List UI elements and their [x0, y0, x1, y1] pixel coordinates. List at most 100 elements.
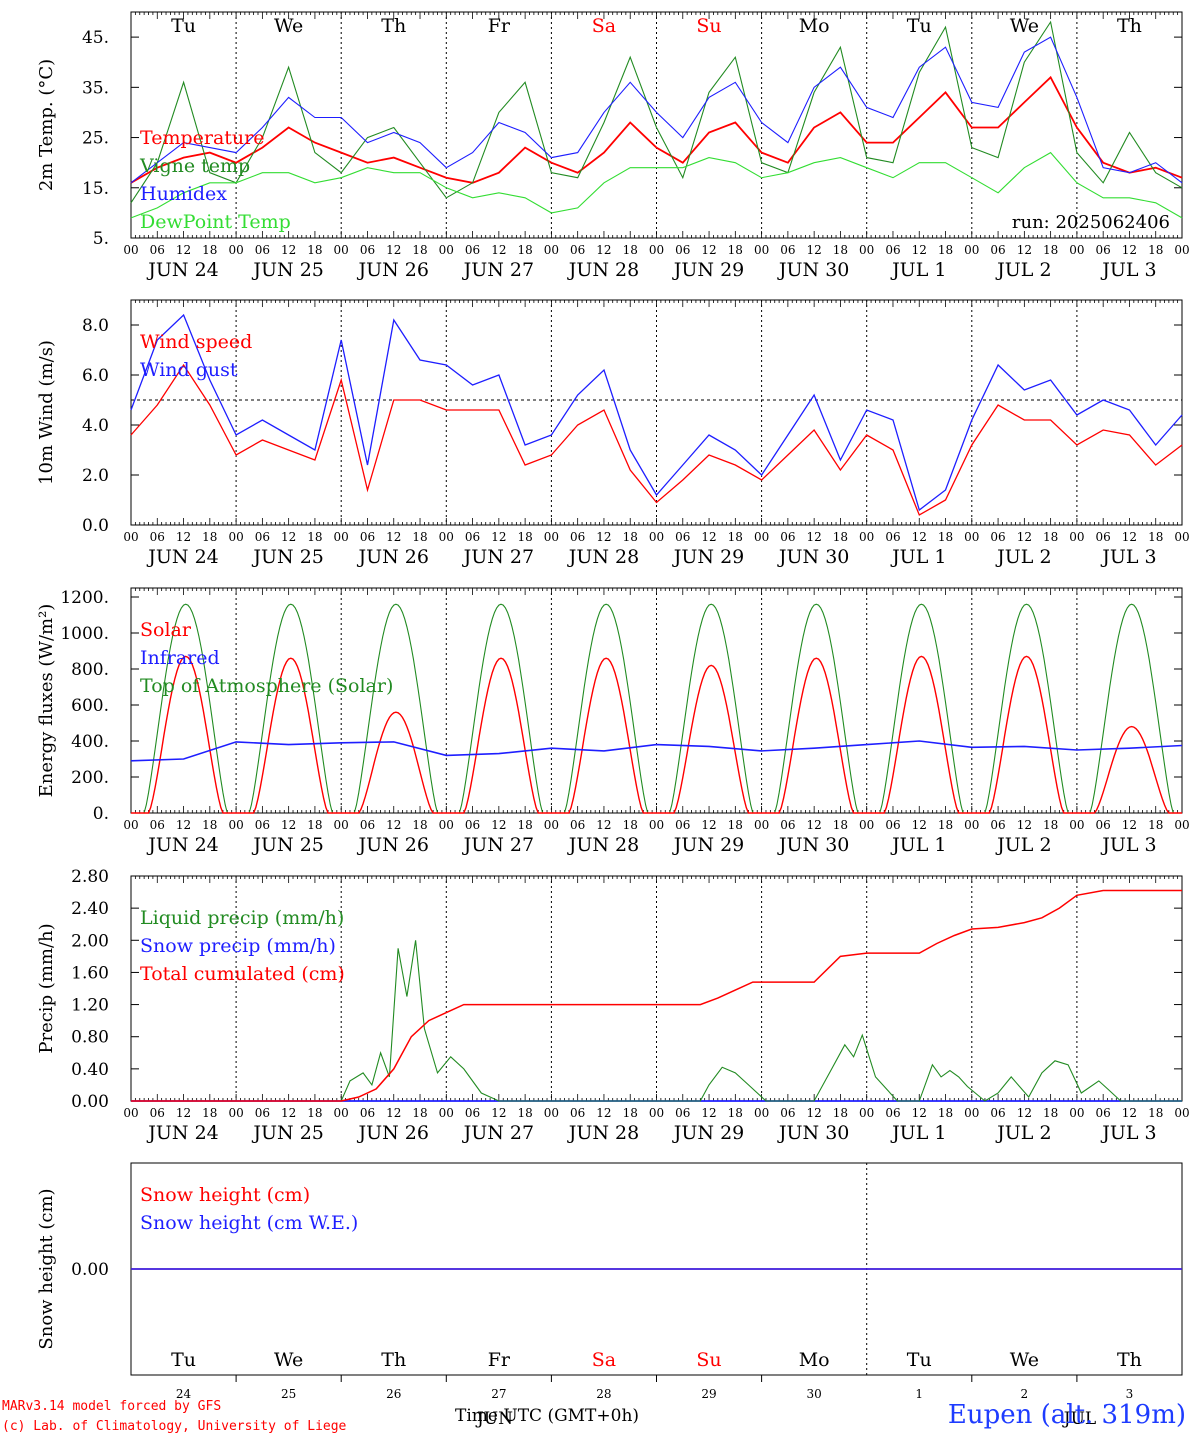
hour-label: 18: [517, 1106, 532, 1120]
hour-label: 18: [1148, 818, 1163, 832]
hour-label: 18: [728, 818, 743, 832]
hour-label: 00: [1069, 243, 1084, 257]
hour-label: 18: [412, 1106, 427, 1120]
date-label: JUN 29: [672, 834, 744, 856]
hour-label: 18: [307, 530, 322, 544]
series-temperature: [130, 75, 1183, 184]
hour-label: 00: [544, 818, 559, 832]
hour-label: 12: [281, 243, 296, 257]
hour-label: 18: [728, 243, 743, 257]
hour-label: 06: [570, 818, 585, 832]
day-name: Mo: [799, 1349, 830, 1371]
hour-label: 18: [938, 1106, 953, 1120]
day-name: Tu: [171, 15, 196, 37]
hour-label: 00: [859, 1106, 874, 1120]
date-label: JUN 30: [777, 1122, 849, 1144]
hour-label: 06: [675, 1106, 690, 1120]
hour-label: 06: [465, 530, 480, 544]
y-axis-label: Snow height (cm): [36, 1188, 57, 1349]
hour-label: 12: [281, 530, 296, 544]
hour-label: 12: [1122, 1106, 1137, 1120]
day-number: 26: [386, 1387, 401, 1401]
y-tick-label: 1000.: [60, 624, 109, 644]
series-infrared: [130, 740, 1183, 762]
hour-label: 00: [859, 243, 874, 257]
legend-entry: Solar: [140, 619, 192, 641]
hour-label: 12: [491, 243, 506, 257]
hour-label: 00: [649, 1106, 664, 1120]
hour-label: 18: [623, 818, 638, 832]
hour-label: 12: [491, 818, 506, 832]
day-name: We: [274, 15, 303, 37]
hour-label: 00: [123, 243, 138, 257]
panel-frame: [130, 11, 1183, 239]
date-label: JUL 1: [890, 1122, 946, 1144]
hour-label: 00: [964, 1106, 979, 1120]
hour-label: 00: [439, 1106, 454, 1120]
day-name: Tu: [907, 1349, 932, 1371]
legend-entry: Snow height (cm W.E.): [140, 1212, 358, 1234]
day-name: Fr: [488, 1349, 511, 1371]
series-dewpoint-temp: [130, 151, 1183, 219]
date-label: JUN 29: [672, 1122, 744, 1144]
day-name: Sa: [592, 15, 616, 37]
day-number: 29: [701, 1387, 716, 1401]
date-label: JUN 26: [357, 259, 429, 281]
hour-label: 12: [1017, 530, 1032, 544]
series-vigne-temp: [130, 20, 1183, 204]
hour-label: 18: [202, 1106, 217, 1120]
hour-label: 06: [360, 1106, 375, 1120]
hour-label: 06: [150, 818, 165, 832]
hour-label: 00: [228, 818, 243, 832]
hour-label: 00: [544, 243, 559, 257]
day-name: Tu: [907, 15, 932, 37]
hour-label: 12: [176, 243, 191, 257]
date-label: JUL 1: [890, 546, 946, 568]
hour-label: 00: [964, 818, 979, 832]
hour-label: 00: [439, 530, 454, 544]
hour-label: 06: [990, 243, 1005, 257]
hour-label: 00: [228, 530, 243, 544]
series-humidex: [130, 36, 1183, 184]
hour-label: 00: [859, 818, 874, 832]
hour-label: 06: [150, 1106, 165, 1120]
hour-label: 12: [701, 243, 716, 257]
date-label: JUN 29: [672, 546, 744, 568]
hour-label: 18: [1043, 818, 1058, 832]
date-label: JUN 24: [146, 546, 218, 568]
hour-label: 00: [1069, 530, 1084, 544]
hour-label: 06: [1096, 243, 1111, 257]
legend-entry: Wind speed: [140, 331, 252, 353]
hour-label: 12: [281, 818, 296, 832]
hour-label: 18: [517, 818, 532, 832]
date-label: JUN 30: [777, 834, 849, 856]
hour-label: 12: [596, 243, 611, 257]
legend-entry: Infrared: [140, 647, 220, 669]
series-wind-speed: [130, 363, 1183, 516]
day-number: 30: [807, 1387, 822, 1401]
date-label: JUN 24: [146, 834, 218, 856]
station-label: Eupen (alt. 319m): [947, 1400, 1186, 1430]
hour-label: 12: [701, 1106, 716, 1120]
date-label: JUN 27: [462, 834, 534, 856]
hour-label: 18: [412, 530, 427, 544]
hour-label: 12: [281, 1106, 296, 1120]
date-label: JUN 25: [251, 546, 323, 568]
date-label: JUL 1: [890, 834, 946, 856]
hour-label: 00: [1174, 243, 1189, 257]
date-label: JUL 2: [995, 259, 1051, 281]
hour-label: 06: [885, 243, 900, 257]
hour-label: 12: [1017, 818, 1032, 832]
hour-label: 06: [1096, 818, 1111, 832]
date-label: JUN 28: [567, 1122, 639, 1144]
y-tick-label: 1.20: [71, 996, 109, 1016]
hour-label: 00: [754, 1106, 769, 1120]
hour-label: 06: [255, 530, 270, 544]
hour-label: 06: [465, 1106, 480, 1120]
date-label: JUL 1: [890, 259, 946, 281]
hour-label: 00: [754, 243, 769, 257]
hour-label: 18: [1148, 1106, 1163, 1120]
hour-label: 06: [150, 530, 165, 544]
hour-label: 00: [649, 243, 664, 257]
